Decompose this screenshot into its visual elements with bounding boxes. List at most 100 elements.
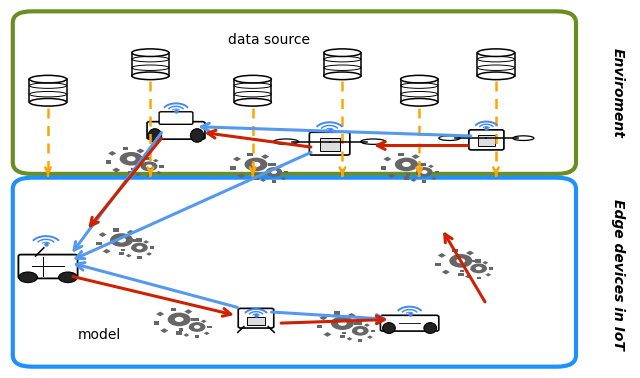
- Ellipse shape: [324, 49, 361, 56]
- Circle shape: [456, 258, 465, 263]
- Ellipse shape: [401, 99, 438, 106]
- Bar: [265, 171, 273, 176]
- Circle shape: [175, 317, 184, 322]
- Bar: [29, 79, 67, 102]
- Bar: [260, 178, 266, 182]
- Bar: [126, 254, 132, 257]
- Bar: [113, 228, 119, 232]
- Bar: [438, 253, 446, 258]
- Bar: [470, 267, 478, 272]
- Ellipse shape: [19, 272, 37, 283]
- Bar: [207, 326, 211, 328]
- Circle shape: [244, 158, 268, 171]
- Bar: [371, 330, 374, 332]
- Bar: [234, 79, 271, 102]
- Circle shape: [266, 167, 282, 177]
- Circle shape: [136, 246, 143, 249]
- Bar: [138, 256, 141, 259]
- Circle shape: [252, 162, 260, 167]
- Bar: [131, 167, 135, 170]
- Bar: [201, 319, 207, 323]
- Bar: [154, 321, 159, 324]
- Bar: [348, 313, 356, 318]
- Bar: [272, 180, 276, 183]
- Circle shape: [416, 167, 433, 177]
- Bar: [127, 230, 135, 235]
- Bar: [342, 332, 346, 335]
- Bar: [247, 317, 265, 325]
- Bar: [383, 156, 392, 161]
- Bar: [261, 154, 269, 159]
- Ellipse shape: [477, 72, 515, 80]
- Circle shape: [189, 322, 205, 332]
- Bar: [150, 246, 154, 249]
- Ellipse shape: [148, 129, 161, 142]
- Bar: [398, 153, 404, 156]
- Bar: [418, 164, 422, 166]
- Bar: [422, 180, 426, 183]
- Bar: [143, 158, 147, 160]
- Bar: [257, 166, 263, 170]
- FancyBboxPatch shape: [469, 130, 504, 150]
- Bar: [324, 53, 361, 76]
- Bar: [119, 252, 124, 255]
- Circle shape: [141, 161, 157, 171]
- Bar: [412, 154, 420, 159]
- Bar: [160, 328, 168, 333]
- Bar: [153, 159, 159, 163]
- Bar: [489, 267, 493, 270]
- Bar: [477, 277, 481, 279]
- Circle shape: [352, 326, 369, 336]
- Bar: [452, 249, 458, 253]
- Bar: [358, 339, 362, 342]
- Bar: [351, 330, 360, 335]
- Bar: [460, 270, 465, 272]
- Bar: [401, 79, 438, 102]
- Circle shape: [117, 237, 126, 243]
- FancyBboxPatch shape: [238, 308, 274, 328]
- Bar: [123, 147, 128, 150]
- Bar: [146, 252, 152, 256]
- Bar: [435, 171, 438, 173]
- Bar: [431, 177, 437, 180]
- Circle shape: [421, 170, 428, 174]
- Bar: [170, 308, 177, 311]
- Bar: [323, 332, 332, 337]
- Bar: [121, 249, 125, 251]
- Bar: [317, 325, 323, 328]
- Ellipse shape: [59, 272, 77, 283]
- FancyBboxPatch shape: [159, 112, 193, 124]
- Bar: [180, 321, 186, 325]
- Ellipse shape: [132, 72, 169, 80]
- Bar: [334, 311, 340, 315]
- Bar: [477, 53, 515, 76]
- Ellipse shape: [424, 323, 436, 333]
- Circle shape: [331, 316, 354, 330]
- Bar: [367, 335, 373, 339]
- Circle shape: [127, 156, 136, 161]
- Bar: [136, 173, 141, 176]
- Text: Enviroment: Enviroment: [611, 48, 625, 138]
- Bar: [270, 163, 276, 166]
- Bar: [132, 161, 138, 164]
- Bar: [184, 333, 189, 337]
- Ellipse shape: [273, 139, 298, 144]
- Bar: [128, 170, 134, 174]
- Circle shape: [271, 170, 277, 174]
- Bar: [99, 232, 107, 237]
- Bar: [472, 260, 477, 262]
- Bar: [465, 275, 471, 278]
- Bar: [188, 326, 196, 331]
- Ellipse shape: [191, 129, 204, 142]
- Circle shape: [120, 152, 143, 166]
- Bar: [106, 160, 111, 164]
- Bar: [381, 166, 387, 169]
- Bar: [247, 153, 253, 156]
- Circle shape: [449, 254, 472, 268]
- Bar: [156, 171, 162, 174]
- Bar: [253, 176, 259, 180]
- Bar: [255, 173, 260, 176]
- FancyBboxPatch shape: [380, 315, 439, 331]
- Bar: [237, 173, 245, 178]
- Ellipse shape: [383, 323, 396, 333]
